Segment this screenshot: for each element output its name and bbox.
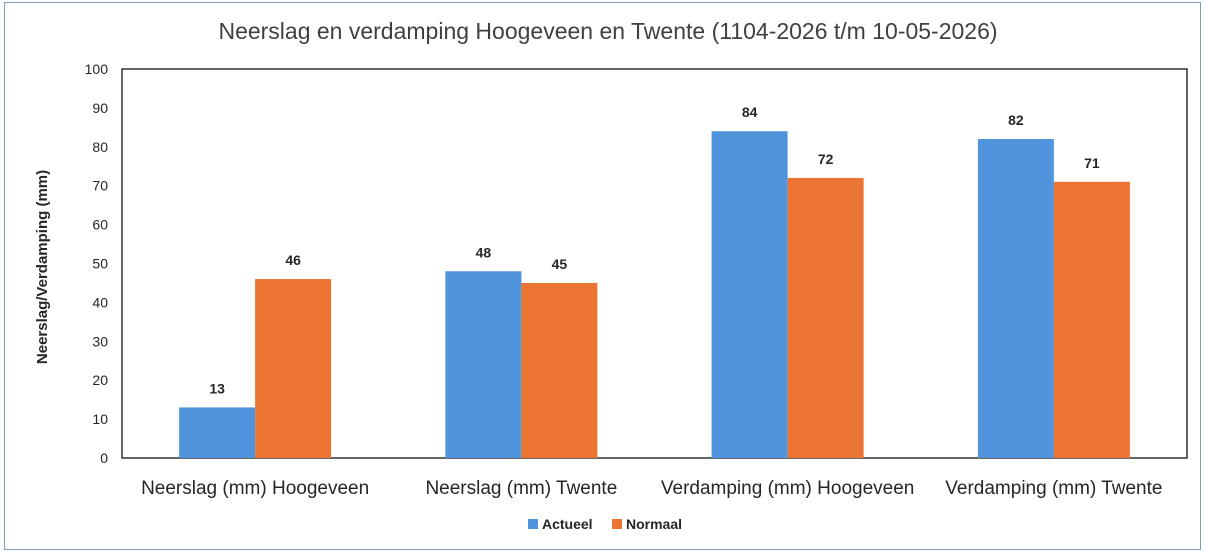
y-tick-label: 80	[92, 139, 108, 155]
legend-label: Actueel	[542, 516, 593, 532]
plot-border	[121, 68, 1188, 459]
y-tick-label: 0	[100, 450, 108, 466]
y-tick-label: 60	[92, 217, 108, 233]
y-tick-label: 30	[92, 333, 108, 349]
bar-normaal	[1053, 181, 1130, 458]
bar-normaal	[255, 279, 332, 458]
data-label: 84	[742, 104, 758, 120]
bar-chart: Neerslag en verdamping Hoogeveen en Twen…	[34, 18, 1188, 532]
y-tick-label: 50	[92, 256, 108, 272]
y-tick-label: 10	[92, 411, 108, 427]
chart-title: Neerslag en verdamping Hoogeveen en Twen…	[218, 18, 997, 44]
y-tick-label: 20	[92, 372, 108, 388]
legend: Actueel Normaal	[528, 516, 682, 532]
bar-actueel	[977, 139, 1054, 458]
bar-actueel	[711, 131, 788, 459]
data-label: 82	[1008, 112, 1024, 128]
plot-area: 0 10 20 30 40 50 60 70 80 90 100 13 46 Neerslag (mm) …	[85, 61, 1188, 499]
x-category-label: Verdamping (mm) Twente	[945, 478, 1162, 499]
y-tick-label: 100	[85, 61, 109, 77]
y-axis-label: Neerslag/Verdamping (mm)	[34, 170, 51, 364]
bar-normaal	[521, 282, 598, 458]
x-category-label: Neerslag (mm) Hoogeveen	[141, 478, 369, 499]
x-category-label: Neerslag (mm) Twente	[425, 478, 617, 499]
data-label: 13	[209, 380, 225, 396]
chart-frame: Neerslag en verdamping Hoogeveen en Twen…	[4, 2, 1201, 550]
y-tick-label: 90	[92, 100, 108, 116]
legend-label: Normaal	[626, 516, 682, 532]
data-label: 46	[285, 252, 301, 268]
y-tick-label: 70	[92, 178, 108, 194]
bar-actueel	[179, 407, 256, 458]
data-label: 45	[552, 256, 568, 272]
data-label: 48	[476, 244, 492, 260]
data-label: 72	[818, 151, 834, 167]
bar-actueel	[445, 271, 522, 458]
legend-swatch-normaal	[612, 519, 622, 529]
x-category-label: Verdamping (mm) Hoogeveen	[661, 478, 914, 499]
bar-normaal	[787, 177, 864, 459]
y-tick-label: 40	[92, 294, 108, 310]
legend-swatch-actueel	[528, 519, 538, 529]
data-label: 71	[1084, 155, 1100, 171]
